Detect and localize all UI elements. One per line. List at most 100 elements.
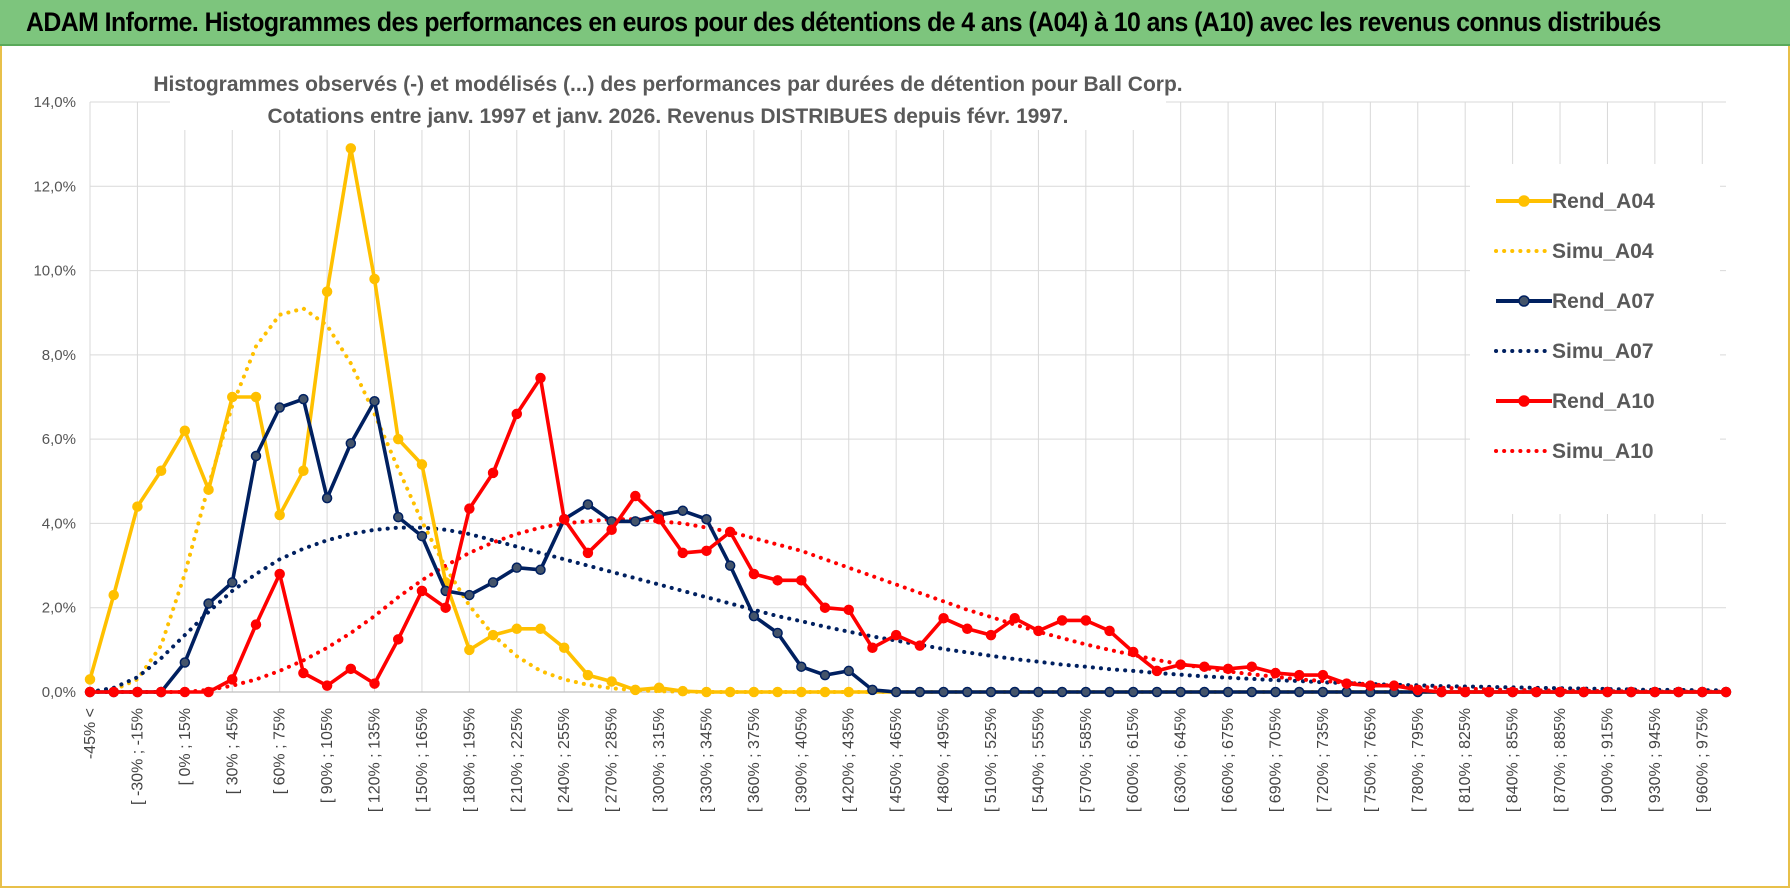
data-point xyxy=(819,602,831,613)
data-point xyxy=(1459,686,1471,698)
legend-label: Simu_A07 xyxy=(1552,340,1654,363)
data-point xyxy=(1009,686,1020,698)
series-simu-a10 xyxy=(88,517,1728,694)
data-point xyxy=(487,577,499,588)
data-point xyxy=(108,589,119,601)
data-point xyxy=(1602,686,1613,698)
series-line xyxy=(88,517,1728,694)
series-line xyxy=(88,525,1728,694)
legend-item-simu-a04: Simu_A04 xyxy=(1494,240,1654,263)
x-tick-label: [ 540% ; 555% xyxy=(1030,708,1047,812)
data-point xyxy=(1270,667,1281,679)
data-point xyxy=(1199,661,1210,672)
data-point xyxy=(1033,625,1044,637)
legend-item-simu-a10: Simu_A10 xyxy=(1494,440,1654,463)
x-tick-label: -45% < xyxy=(82,708,99,759)
data-point xyxy=(1293,686,1305,698)
x-tick-label: [ 300% ; 315% xyxy=(651,708,668,812)
data-point xyxy=(677,505,689,517)
data-point xyxy=(1697,686,1708,698)
data-point xyxy=(914,686,926,698)
data-point xyxy=(582,499,594,510)
x-tick-label: [ 630% ; 645% xyxy=(1173,708,1190,812)
data-point xyxy=(321,680,333,691)
data-point xyxy=(1270,686,1281,698)
legend-label: Rend_A04 xyxy=(1552,190,1655,213)
data-point xyxy=(962,686,973,698)
data-point xyxy=(392,634,404,645)
data-point xyxy=(843,686,854,698)
data-point xyxy=(606,524,617,535)
x-tick-label: [ 270% ; 285% xyxy=(604,708,621,812)
x-tick-label: [ 330% ; 345% xyxy=(698,708,715,812)
data-point xyxy=(416,585,428,597)
legend-label: Rend_A10 xyxy=(1552,390,1655,413)
data-point xyxy=(1578,686,1589,698)
data-point xyxy=(1127,686,1139,698)
legend-item-rend-a07: Rend_A07 xyxy=(1496,290,1655,313)
x-tick-label: [ 870% ; 885% xyxy=(1552,708,1569,812)
data-point xyxy=(250,619,262,630)
data-point xyxy=(1341,678,1352,689)
data-point xyxy=(819,669,831,681)
data-point xyxy=(1033,686,1044,698)
data-point xyxy=(1056,615,1068,626)
data-point xyxy=(630,516,641,527)
y-tick-label: 6,0% xyxy=(42,431,76,448)
x-tick-label: [ 480% ; 495% xyxy=(936,708,953,812)
data-point xyxy=(179,657,191,668)
data-point xyxy=(203,686,214,698)
y-tick-label: 2,0% xyxy=(42,600,76,617)
data-point xyxy=(179,686,191,698)
x-tick-label: [ 660% ; 675% xyxy=(1220,708,1237,812)
data-point xyxy=(1080,686,1092,698)
data-point xyxy=(1317,686,1329,698)
data-point xyxy=(274,402,285,413)
series-line xyxy=(90,376,1726,694)
x-tick-label: [ -30% ; -15% xyxy=(129,708,146,805)
data-point xyxy=(843,604,854,616)
data-point xyxy=(1412,684,1424,696)
data-point xyxy=(1293,669,1305,681)
x-tick-label: [ 60% ; 75% xyxy=(272,708,289,794)
data-point xyxy=(1483,686,1495,698)
page-title: ADAM Informe. Histogrammes des performan… xyxy=(26,7,1661,37)
x-tick-label: [ 180% ; 195% xyxy=(461,708,478,812)
data-point xyxy=(416,459,428,470)
data-point xyxy=(677,547,689,559)
y-tick-label: 8,0% xyxy=(42,347,76,364)
data-point xyxy=(1388,680,1400,691)
data-point xyxy=(1625,686,1637,698)
x-tick-label: [ 390% ; 405% xyxy=(793,708,810,812)
y-tick-label: 12,0% xyxy=(33,178,76,195)
x-tick-label: [ 600% ; 615% xyxy=(1125,708,1142,812)
y-axis-ticks: 0,0% 2,0% 4,0% 6,0% 8,0% 10,0% 12,0% 14,0% xyxy=(33,94,76,701)
data-point xyxy=(914,640,926,651)
data-point xyxy=(796,661,807,672)
chart-title-line1: Histogrammes observés (-) et modélisés (… xyxy=(153,73,1182,96)
data-point xyxy=(1246,686,1258,698)
data-point xyxy=(1151,665,1163,677)
data-point xyxy=(132,501,143,512)
data-point xyxy=(1175,686,1186,698)
data-point xyxy=(1104,625,1115,637)
y-tick-label: 4,0% xyxy=(42,515,76,532)
data-point xyxy=(179,425,191,436)
data-point xyxy=(392,433,404,445)
legend-marker xyxy=(1518,295,1530,307)
data-point xyxy=(511,623,523,635)
data-point xyxy=(653,682,665,694)
data-point xyxy=(701,513,712,525)
data-point xyxy=(511,408,523,420)
x-tick-label: [ 570% ; 585% xyxy=(1078,708,1095,812)
legend-marker xyxy=(1518,195,1530,207)
data-point xyxy=(1317,669,1329,681)
x-tick-label: [ 150% ; 165% xyxy=(414,708,431,812)
legend-item-rend-a10: Rend_A10 xyxy=(1496,390,1655,413)
data-point xyxy=(724,526,736,538)
data-point xyxy=(1531,686,1542,698)
data-point xyxy=(464,503,475,514)
data-point xyxy=(796,686,807,698)
x-axis-ticks: -45% < [ -30% ; -15% [ 0% ; 15% [ 30% ; 45%… xyxy=(82,708,1711,812)
data-point xyxy=(511,562,523,573)
